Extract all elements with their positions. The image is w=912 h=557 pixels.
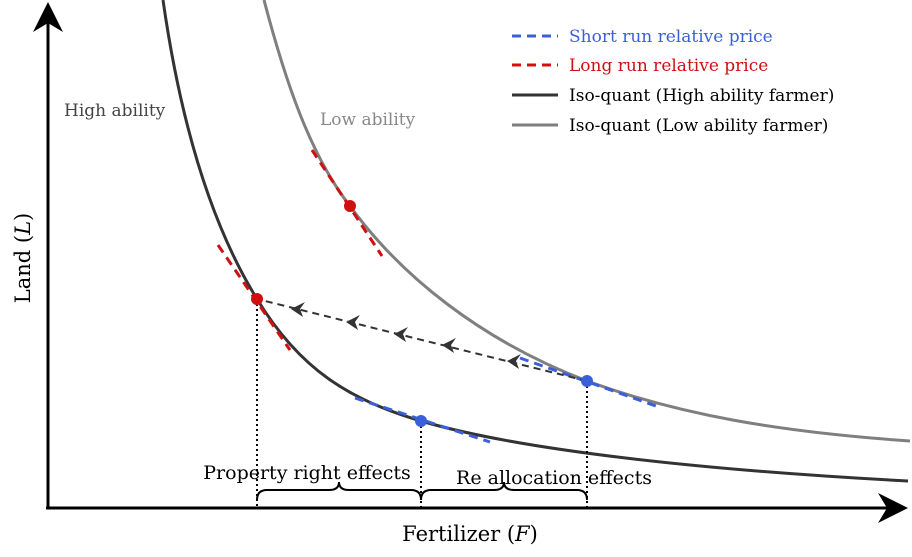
x-axis-label: Fertilizer (F) [402,522,538,546]
transition-arrow-line [256,298,588,382]
reallocation-effects-label: Re allocation effects [456,467,652,489]
legend-label-long-run: Long run relative price [569,56,768,76]
point-low-long-run [344,200,356,212]
y-axis-label-text: Land ( [11,235,35,303]
legend-label-short-run: Short run relative price [569,27,773,47]
x-axis-label-close: ) [530,522,538,546]
arrowhead-4 [346,315,360,330]
legend: Short run relative price Long run relati… [512,27,834,136]
arrowhead-3 [394,327,408,342]
point-high-long-run [251,293,263,305]
arrowhead-1 [507,354,521,369]
high-ability-label: High ability [64,101,166,121]
legend-label-high-isoquant: Iso-quant (High ability farmer) [569,86,834,106]
short-run-price-line-low [519,356,657,408]
isoquant-low-ability-curve [262,0,911,443]
x-axis-label-var: F [514,522,531,546]
brace-reallocation [420,481,588,501]
brace-property-right [256,481,422,501]
y-axis-label-close: ) [11,213,35,221]
legend-label-low-isoquant: Iso-quant (Low ability farmer) [569,116,828,136]
x-axis-label-text: Fertilizer ( [402,522,515,546]
short-run-price-line-high [354,396,491,444]
property-right-effects-label: Property right effects [203,462,410,484]
low-ability-label: Low ability [320,110,416,130]
transition-arrowheads [291,302,521,369]
point-high-short-run [415,415,427,427]
y-axis-label-var: L [11,221,35,236]
isoquant-high-ability-curve [161,0,909,483]
y-axis-label: Land (L) [11,213,35,303]
arrowhead-5 [291,302,305,317]
arrowhead-2 [442,338,456,353]
point-low-short-run [581,375,593,387]
